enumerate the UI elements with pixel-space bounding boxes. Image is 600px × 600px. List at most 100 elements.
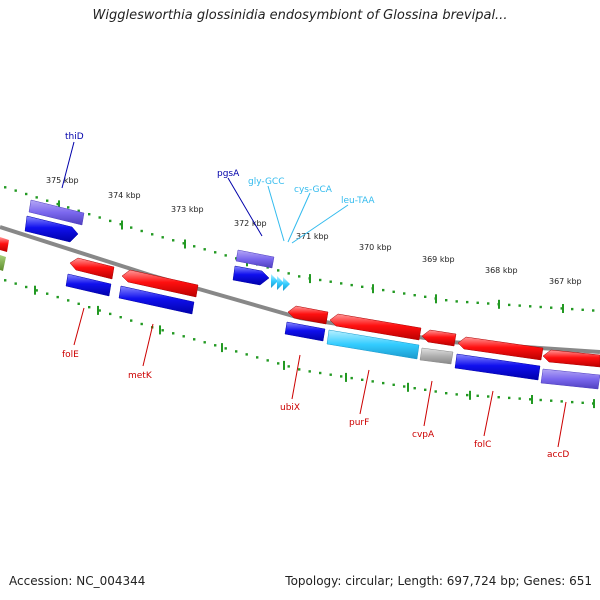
gene-feature-trna-leu-TAA[interactable] [283, 277, 290, 291]
minor-tick [487, 302, 490, 305]
major-tick [407, 382, 409, 392]
minor-tick [560, 307, 563, 310]
gene-label-metK[interactable]: metK [128, 371, 153, 381]
minor-tick [518, 304, 521, 307]
minor-tick [529, 398, 532, 401]
minor-tick [581, 401, 584, 404]
leader-line-cys-GCA [287, 192, 311, 243]
major-tick [283, 360, 285, 370]
gene-feature-folE-arrow[interactable] [69, 257, 115, 280]
gene-feature-ubiX-box[interactable] [284, 321, 326, 342]
minor-tick [235, 257, 238, 260]
minor-tick [256, 356, 259, 359]
gene-label-ubiX[interactable]: ubiX [280, 403, 300, 413]
gene-feature-folC-box[interactable] [454, 353, 541, 381]
gene-feature-ubiX-arrow[interactable] [287, 305, 329, 325]
minor-tick [350, 376, 353, 380]
gene-label-cys-GCA[interactable]: cys-GCA [294, 185, 333, 195]
major-tick [562, 304, 564, 313]
gene-label-folC[interactable]: folC [474, 440, 491, 450]
minor-tick [455, 393, 458, 396]
minor-tick [277, 362, 280, 365]
minor-tick [424, 388, 427, 391]
minor-tick [287, 272, 290, 275]
leader-line-gly-GCC [267, 185, 285, 242]
minor-tick [109, 219, 112, 223]
gene-feature-trna-cys-GCA[interactable] [277, 276, 284, 290]
gene-label-gly-GCC[interactable]: gly-GCC [248, 177, 285, 187]
minor-tick [371, 380, 374, 383]
gene-label-thiD[interactable]: thiD [65, 132, 84, 142]
minor-tick [35, 289, 38, 292]
major-tick [498, 299, 500, 309]
gene-feature-trna-gly-GCC[interactable] [271, 274, 278, 288]
gene-label-purF[interactable]: purF [349, 418, 369, 428]
minor-tick [329, 280, 332, 283]
minor-tick [151, 233, 154, 236]
genome-summary-label: Topology: circular; Length: 697,724 bp; … [285, 574, 592, 588]
gene-label-cvpA[interactable]: cvpA [412, 430, 435, 440]
map-title: Wigglesworthia glossinidia endosymbiont … [92, 8, 508, 23]
minor-tick [455, 300, 458, 303]
major-tick [531, 395, 533, 404]
minor-tick [539, 305, 542, 309]
gene-feature-purF-box[interactable] [326, 329, 420, 360]
major-tick [97, 305, 99, 315]
minor-tick [392, 290, 395, 293]
major-tick [435, 294, 437, 304]
tick-label-368kbp: 368 kbp [485, 266, 518, 275]
gene-feature-metK-arrow[interactable] [121, 269, 199, 298]
gene-label-pgsA[interactable]: pgsA [217, 169, 240, 179]
minor-tick [77, 302, 80, 305]
minor-tick [88, 213, 91, 216]
leader-line-accD [557, 401, 567, 448]
gene-feature-folC-arrow[interactable] [457, 336, 544, 361]
minor-tick [67, 299, 70, 302]
minor-tick [476, 394, 479, 397]
minor-tick [340, 375, 343, 378]
minor-tick [56, 202, 59, 206]
minor-tick [298, 368, 301, 371]
gene-feature-thiD[interactable] [24, 215, 79, 243]
gene-feature-left-edge-red[interactable] [0, 237, 9, 252]
leader-line-folE [73, 307, 85, 346]
minor-tick [46, 292, 49, 295]
tick-label-370kbp: 370 kbp [359, 243, 392, 252]
leader-line-leu-TAA [291, 204, 349, 244]
gene-feature-folE-box[interactable] [65, 273, 112, 297]
tick-label-373kbp: 373 kbp [171, 205, 204, 214]
minor-tick [46, 199, 49, 202]
minor-tick [413, 387, 416, 390]
minor-tick [119, 316, 122, 319]
minor-tick [161, 329, 164, 332]
gene-label-folE[interactable]: folE [62, 350, 79, 360]
gene-feature-rrna-2[interactable] [235, 249, 275, 269]
gene-feature-accD-box[interactable] [540, 368, 600, 390]
minor-tick [182, 242, 185, 245]
minor-tick [308, 370, 311, 373]
minor-tick [539, 398, 542, 402]
minor-tick [560, 400, 563, 403]
gene-label-leu-TAA[interactable]: leu-TAA [341, 196, 375, 206]
gene-feature-accD-arrow[interactable] [542, 349, 600, 368]
minor-tick [77, 209, 80, 212]
minor-tick [193, 338, 196, 341]
gene-feature-left-edge-green[interactable] [0, 255, 6, 271]
minor-tick [130, 319, 133, 322]
gene-label-accD[interactable]: accD [547, 450, 569, 460]
gene-feature-metK-box[interactable] [118, 285, 195, 315]
gene-feature-pgsA[interactable] [232, 265, 270, 286]
minor-tick [529, 305, 532, 308]
minor-tick [319, 278, 322, 282]
minor-tick [508, 303, 511, 307]
minor-tick [298, 275, 301, 278]
minor-tick [424, 295, 427, 298]
gene-feature-purF-arrow[interactable] [329, 313, 422, 341]
minor-tick [245, 353, 248, 356]
gene-feature-cvpA-box[interactable] [419, 347, 454, 365]
gene-feature-cvpA-arrow[interactable] [421, 329, 457, 347]
accession-label: Accession: NC_004344 [9, 574, 146, 588]
minor-tick [340, 282, 343, 285]
minor-tick [140, 322, 143, 326]
gene-feature-rrna-1[interactable] [28, 199, 85, 226]
